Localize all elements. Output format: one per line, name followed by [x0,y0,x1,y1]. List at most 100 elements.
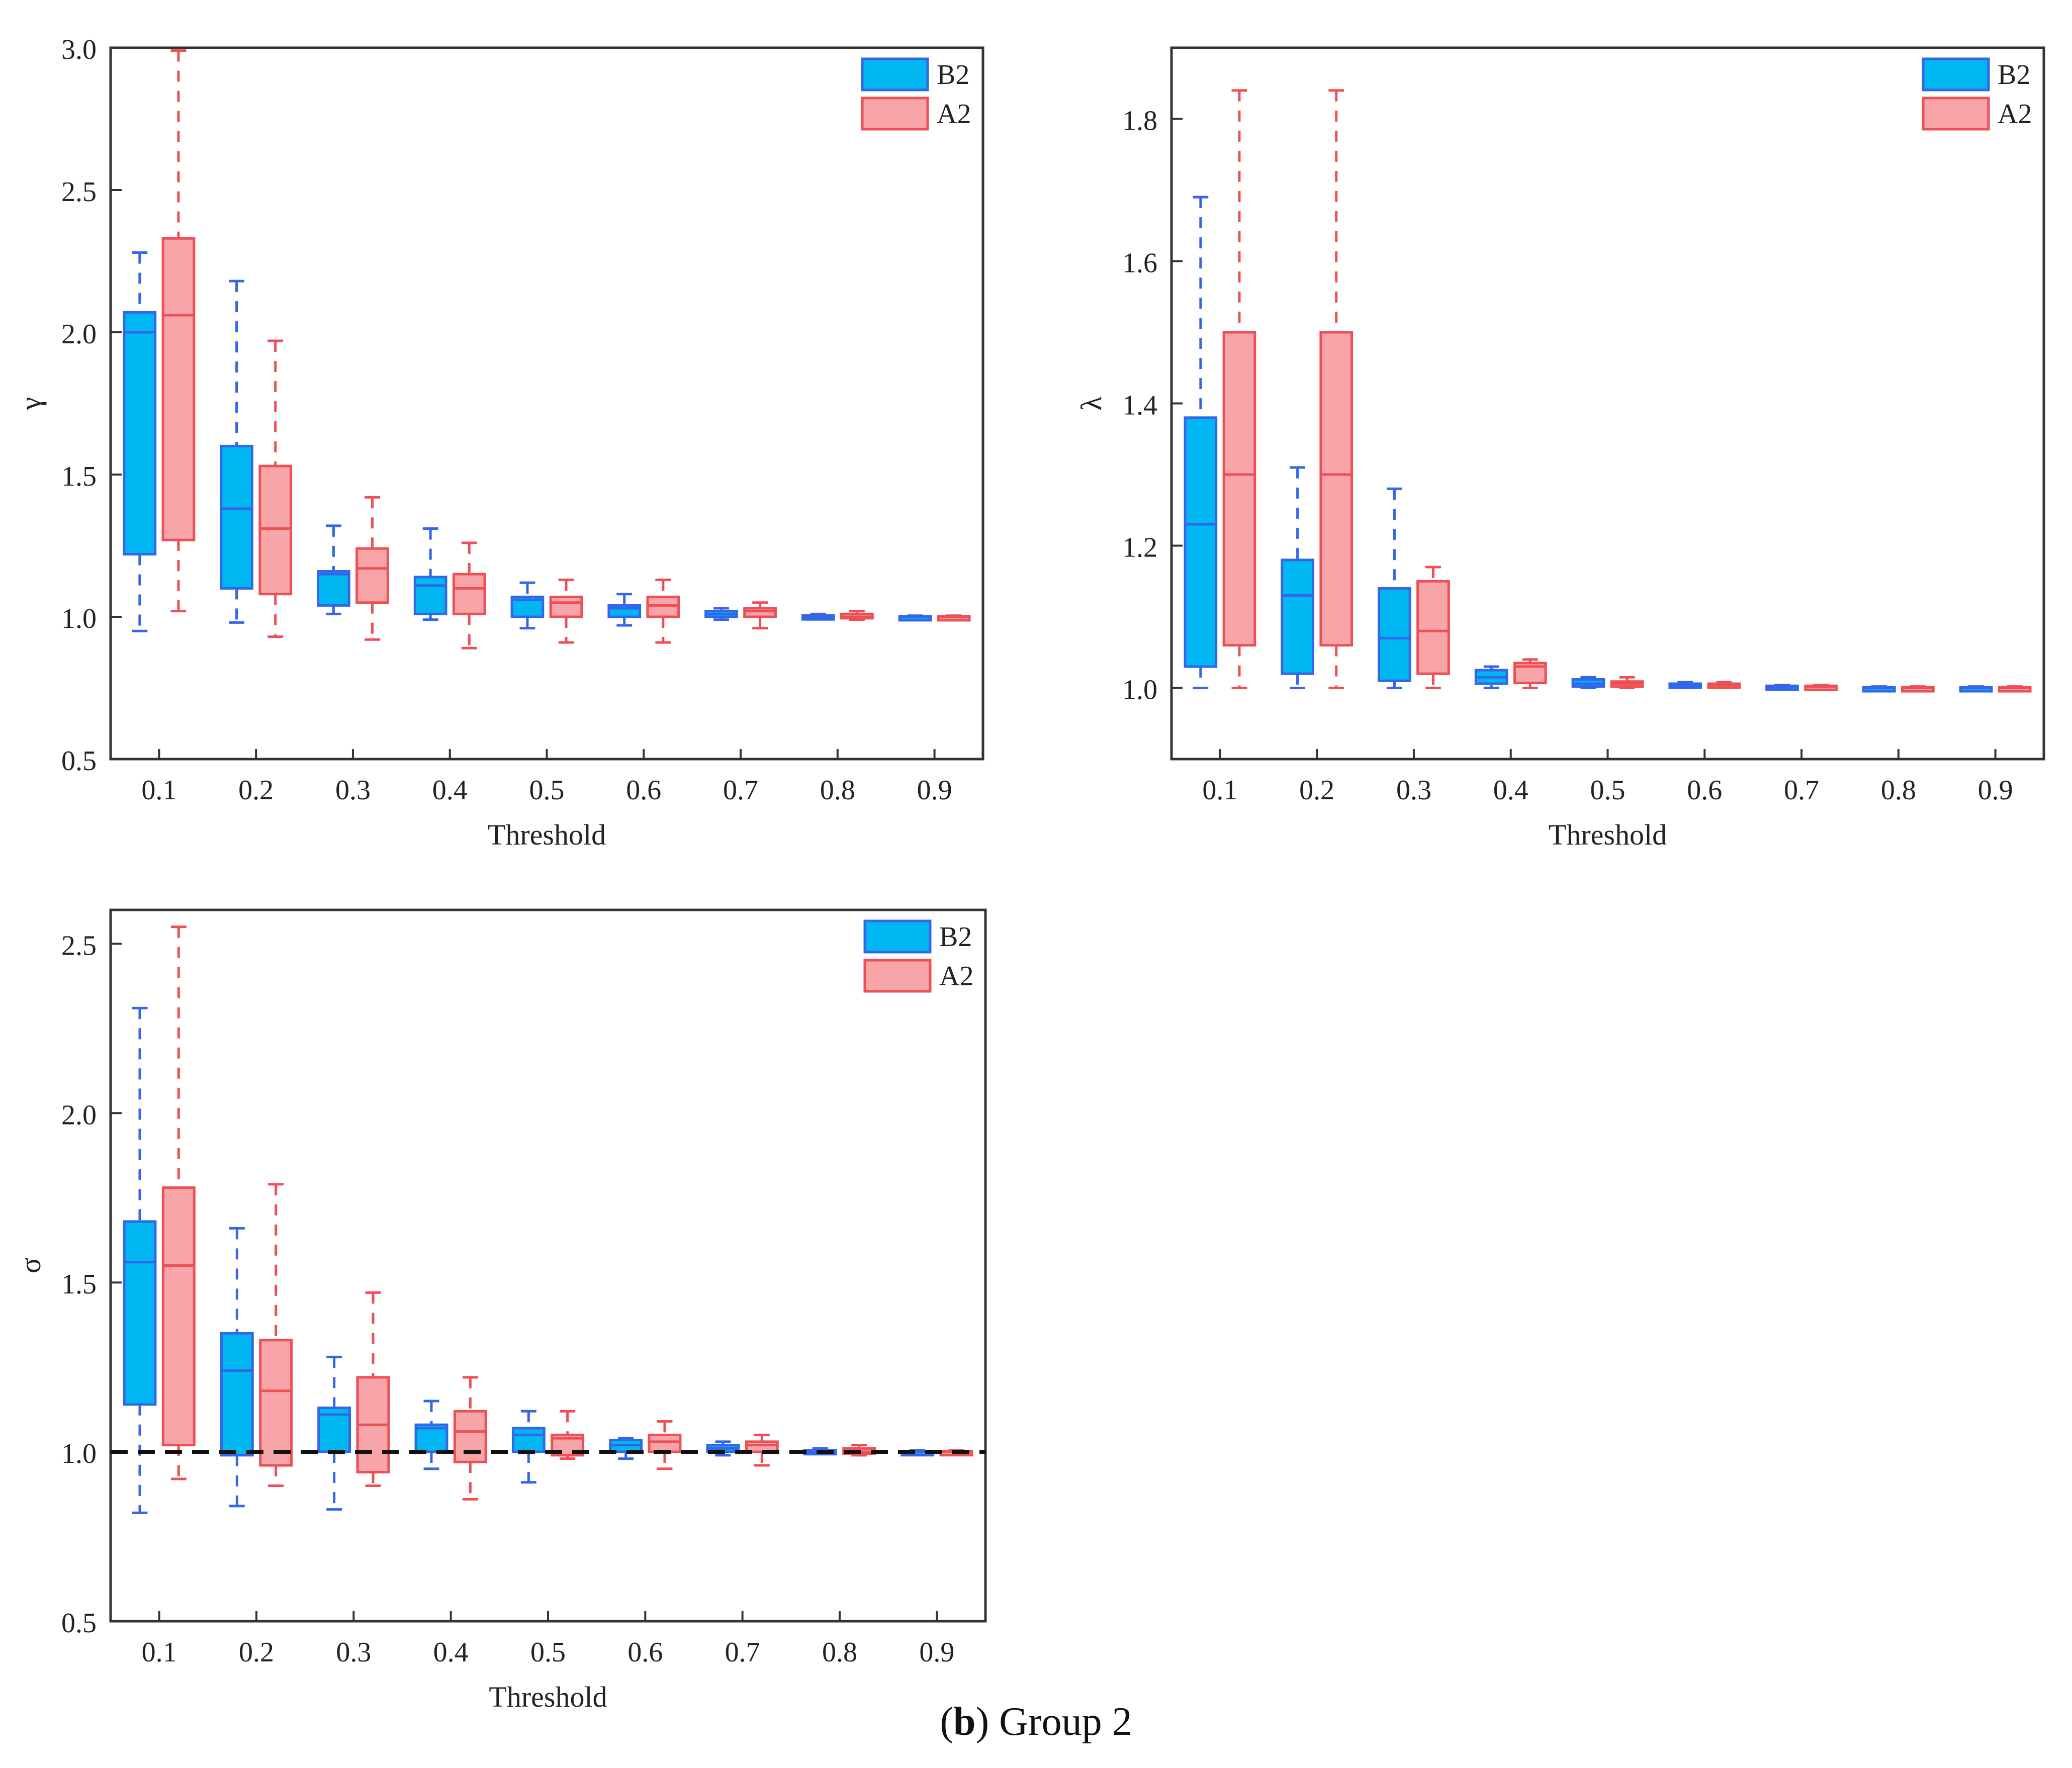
iqr-box [123,1220,157,1406]
sigma-ytick-label: 2.0 [61,1099,97,1131]
gamma-plot-frame [109,46,984,761]
sigma-xtick-label: 0.1 [142,1637,177,1668]
lambda-B2-box-0.9 [1959,685,1993,693]
gamma-xtick-label: 0.4 [432,775,468,806]
sigma-xtick-label: 0.2 [239,1637,274,1668]
iqr-box [511,1427,546,1453]
lambda-xtick-label: 0.9 [1978,775,2013,806]
lambda-ytick-label: 1.4 [1122,390,1157,421]
gamma-legend-label-A2: A2 [937,99,971,130]
lambda-ytick-label: 1.8 [1122,106,1157,137]
sigma-ytick-label: 1.0 [61,1438,97,1469]
gamma-B2-box-0.1 [123,251,157,632]
iqr-box [549,595,583,618]
gamma-box-chart: 0.5 1.0 1.5 2.0 2.5 3.0 0.1 0.2 0.3 0.4 0.5 0.6 0.7 0… [14,34,984,851]
gamma-B2-box-0.5 [510,581,545,630]
lambda-A2-box-0.5 [1610,676,1644,689]
sigma-xtick-label: 0.6 [627,1637,663,1668]
iqr-box [646,595,680,618]
gamma-B2-box-0.2 [220,280,253,624]
gamma-xtick-label: 0.5 [529,775,565,806]
lambda-xtick-label: 0.4 [1493,775,1528,806]
iqr-box [413,576,447,615]
gamma-ytick-label: 0.5 [61,746,97,777]
sigma-xtick-label: 0.9 [919,1637,954,1668]
iqr-box [743,607,777,618]
lambda-legend-swatch-A2 [1922,97,1990,131]
iqr-box [1184,416,1218,668]
sigma-legend-label-A2: A2 [939,961,973,992]
iqr-box [452,573,486,615]
lambda-legend-label-B2: B2 [1998,59,2030,90]
gamma-ytick-label: 2.5 [61,176,97,208]
gamma-A2-box-0.4 [452,541,486,649]
lambda-A2-box-0.9 [1998,685,2032,693]
iqr-box [355,547,389,604]
sigma-B2-box-0.3 [317,1355,351,1511]
iqr-box [1222,331,1256,647]
gamma-B2-box-0.8 [801,612,835,621]
lambda-B2-box-0.1 [1184,196,1218,689]
sigma-xtick-label: 0.8 [822,1637,857,1668]
sigma-B2-box-0.1 [123,1006,157,1514]
gamma-ytick-label: 1.5 [61,461,97,492]
caption-text: Group 2 [999,1700,1132,1744]
lambda-B2-box-0.8 [1862,685,1896,693]
lambda-xtick-label: 0.5 [1590,775,1626,806]
iqr-box [1319,331,1354,647]
iqr-box [220,444,253,590]
gamma-ytick-label: 2.0 [61,319,97,350]
sigma-B2-box-0.6 [609,1437,643,1460]
gamma-B2-box-0.7 [704,607,738,621]
lambda-B2-box-0.3 [1378,487,1411,689]
sigma-A2-box-0.7 [745,1433,779,1467]
lambda-xtick-label: 0.2 [1299,775,1334,806]
gamma-legend-swatch-A2 [861,97,929,131]
gamma-A2-box-0.8 [840,610,874,621]
gamma-legend-swatch-B2 [861,57,929,91]
sigma-box-chart: 0.5 1.0 1.5 2.0 2.5 0.1 0.2 0.3 0.4 0.5 0.6 0.7 0.8 0… [14,908,987,1713]
sigma-B2-box-0.5 [511,1410,546,1484]
gamma-xtick-label: 0.8 [820,775,855,806]
sigma-B2-box-0.4 [414,1400,448,1470]
sigma-A2-box-0.2 [259,1183,293,1487]
lambda-ytick-label: 1.2 [1122,532,1157,564]
sigma-A2-box-0.6 [648,1420,682,1470]
gamma-ytick-label: 1.0 [61,603,97,634]
lambda-xtick-label: 0.7 [1784,775,1819,806]
gamma-B2-box-0.9 [898,614,932,622]
gamma-A2-box-0.5 [549,578,583,644]
sigma-ytick-label: 2.5 [61,930,97,961]
gamma-A2-box-0.7 [743,601,777,630]
gamma-xlabel: Threshold [488,818,606,851]
lambda-A2-box-0.3 [1416,566,1450,689]
gamma-xtick-label: 0.2 [238,775,274,806]
iqr-box [161,1186,196,1447]
gamma-xtick-label: 0.6 [626,775,661,806]
iqr-box [648,1433,682,1453]
lambda-B2-box-0.5 [1571,676,1605,689]
lambda-A2-box-0.1 [1222,89,1256,689]
sigma-ytick-label: 1.5 [61,1269,97,1300]
gamma-ylabel: γ [14,397,47,411]
lambda-A2-box-0.7 [1804,684,1838,691]
lambda-B2-box-0.7 [1765,684,1799,691]
caption-panel-label: b [953,1700,976,1744]
gamma-ytick-label: 3.0 [61,34,97,65]
lambda-legend-label-A2: A2 [1998,99,2032,130]
lambda-xtick-label: 0.8 [1881,775,1916,806]
lambda-B2-box-0.4 [1474,665,1508,689]
lambda-xtick-label: 0.1 [1202,775,1237,806]
sigma-legend-label-B2: B2 [939,921,972,953]
sigma-xlabel: Threshold [489,1681,607,1713]
lambda-box-chart: 1.0 1.2 1.4 1.6 1.8 0.1 0.2 0.3 0.4 0.5 0.6 0.7 0.8 0… [1075,46,2045,851]
lambda-ylabel: λ [1075,396,1108,410]
sigma-plot-frame [109,908,987,1623]
iqr-box [1378,587,1411,682]
lambda-ytick-label: 1.0 [1122,675,1157,706]
lambda-xtick-label: 0.3 [1396,775,1431,806]
sigma-xtick-label: 0.3 [336,1637,371,1668]
sigma-xtick-label: 0.5 [530,1637,566,1668]
gamma-B2-box-0.4 [413,527,447,621]
